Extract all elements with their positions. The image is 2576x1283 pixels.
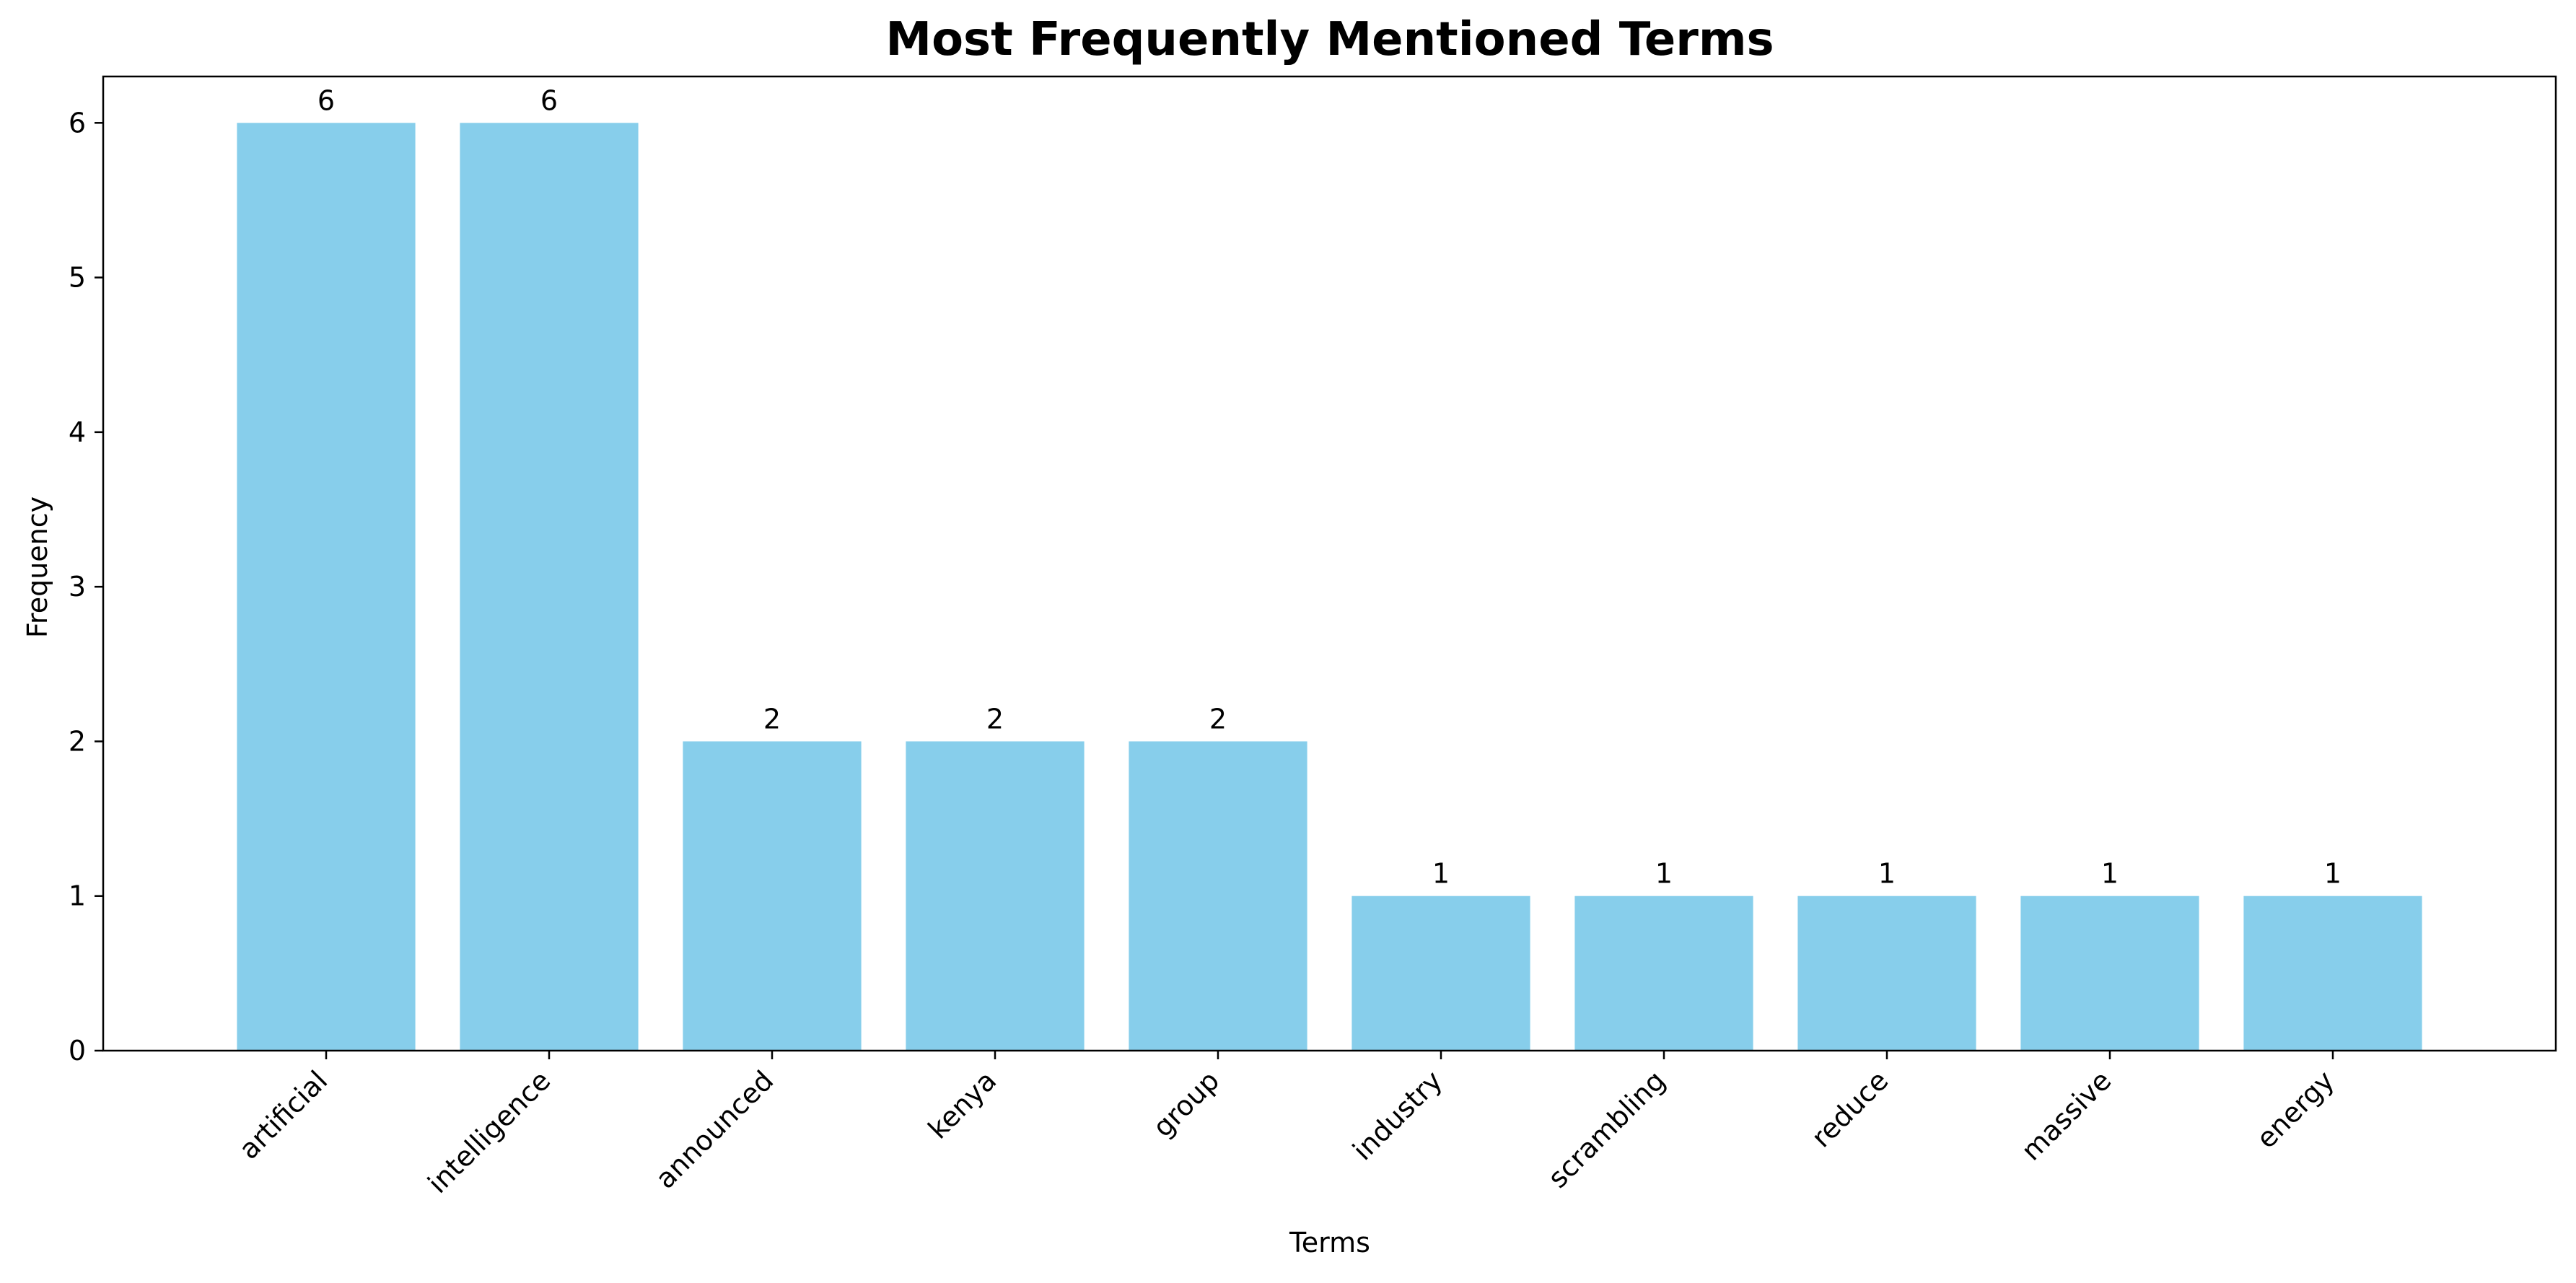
- bar: [1574, 896, 1753, 1051]
- y-axis-label: Frequency: [22, 496, 53, 638]
- bar: [2243, 896, 2422, 1051]
- data-label: 1: [1655, 858, 1673, 890]
- x-axis-label: Terms: [1289, 1227, 1370, 1258]
- data-label: 1: [1432, 858, 1450, 890]
- y-tick-label: 1: [69, 880, 86, 912]
- x-tick-label: scrambling: [1542, 1064, 1672, 1194]
- data-label: 2: [763, 703, 781, 735]
- data-label: 6: [317, 84, 335, 116]
- bar: [1351, 896, 1530, 1051]
- x-tick-label: massive: [2015, 1064, 2118, 1167]
- y-tick-label: 6: [69, 107, 86, 139]
- bar: [1129, 741, 1307, 1051]
- bar: [2020, 896, 2199, 1051]
- data-label: 1: [2101, 858, 2119, 890]
- data-label: 2: [1209, 703, 1227, 735]
- bar: [460, 123, 639, 1051]
- bar: [1797, 896, 1976, 1051]
- x-tick-label: industry: [1346, 1064, 1448, 1166]
- chart-title: Most Frequently Mentioned Terms: [885, 13, 1774, 66]
- bar: [906, 741, 1085, 1051]
- bar: [683, 741, 862, 1051]
- y-tick-label: 4: [69, 416, 86, 448]
- y-tick-label: 0: [69, 1035, 86, 1067]
- x-tick-label: artificial: [233, 1064, 334, 1165]
- x-tick-label: reduce: [1805, 1064, 1895, 1154]
- bar: [237, 123, 416, 1051]
- y-tick-label: 2: [69, 725, 86, 757]
- data-label: 6: [540, 84, 558, 116]
- data-label: 1: [2324, 858, 2341, 890]
- data-label: 1: [1878, 858, 1896, 890]
- plot-area: 6 artificial 6 intelligence 2 announced 2 kenya…: [69, 75, 2557, 1199]
- x-tick-label: group: [1147, 1064, 1225, 1143]
- x-tick-label: energy: [2251, 1064, 2341, 1155]
- y-tick-label: 5: [69, 262, 86, 294]
- x-tick-label: intelligence: [421, 1064, 556, 1199]
- y-tick-label: 3: [69, 571, 86, 603]
- x-tick-label: kenya: [922, 1064, 1003, 1145]
- plot-frame: [102, 75, 2557, 1052]
- data-label: 2: [986, 703, 1004, 735]
- x-tick-label: announced: [649, 1064, 780, 1195]
